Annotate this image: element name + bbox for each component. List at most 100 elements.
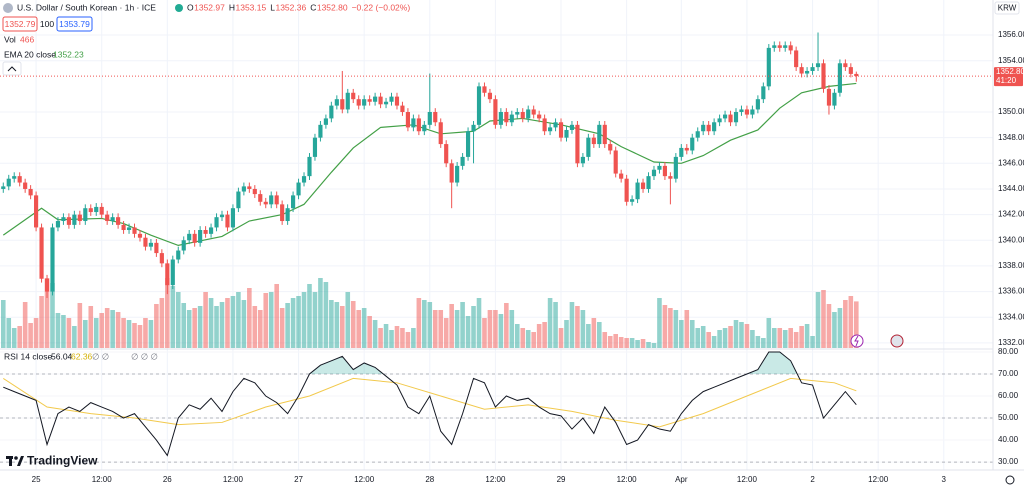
candle-body <box>225 214 230 228</box>
candle-body <box>329 105 334 119</box>
volume-bar <box>788 328 793 348</box>
y-tick-label: 1340.00 <box>998 235 1024 244</box>
volume-bar <box>383 324 389 348</box>
volume-bar <box>170 286 176 348</box>
candle-body <box>154 242 159 254</box>
candle-body <box>668 176 673 179</box>
x-tick-label: 12:00 <box>617 475 638 484</box>
volume-bar <box>575 306 580 348</box>
candle-body <box>159 253 164 264</box>
volume-bar <box>143 318 148 348</box>
volume-bar <box>0 300 6 348</box>
candle-body <box>564 129 569 138</box>
candle-body <box>706 124 711 132</box>
volume-bar <box>137 325 143 348</box>
events-icon-bolt[interactable] <box>854 335 859 347</box>
collapse-button[interactable] <box>2 61 22 76</box>
candle-body <box>17 176 22 183</box>
y-tick-label: 1354.00 <box>998 56 1024 65</box>
collapse-arrow[interactable] <box>7 66 17 72</box>
candle-body <box>662 165 667 177</box>
volume-bar <box>651 343 657 348</box>
candle-body <box>482 86 487 93</box>
volume-bar <box>340 306 345 348</box>
buy-button[interactable]: 1353.79 <box>56 16 93 32</box>
candle-body <box>236 191 241 209</box>
candle-body <box>684 147 689 151</box>
readout-key: C <box>310 2 316 12</box>
candle-body <box>460 156 465 166</box>
candle-body <box>799 67 804 74</box>
buy-box[interactable] <box>56 16 93 32</box>
volume-bar <box>252 306 258 348</box>
volume-bar <box>695 328 701 348</box>
volume-bar <box>274 284 279 348</box>
candle-body <box>258 194 263 202</box>
volume-bar <box>848 296 854 348</box>
volume-bar <box>826 304 832 348</box>
volume-bar <box>668 308 673 348</box>
candle-body <box>263 201 268 205</box>
volume-bar <box>88 306 94 348</box>
volume-bar <box>580 310 586 348</box>
volume-bar <box>416 298 422 348</box>
candle-body <box>640 182 646 189</box>
candle-body <box>515 112 520 115</box>
candle-body <box>416 118 421 132</box>
economic-events-icon[interactable] <box>890 334 904 348</box>
candle-body <box>608 144 613 151</box>
candle-body <box>165 263 170 286</box>
candle-body <box>597 124 602 145</box>
candle-body <box>389 96 394 102</box>
candle-body <box>143 237 148 247</box>
volume-bar <box>154 304 159 348</box>
candle-body <box>312 137 318 157</box>
sell-box[interactable] <box>2 16 38 32</box>
unit-box[interactable] <box>994 1 1020 15</box>
sell-price[interactable]: 1352.79 <box>5 19 36 29</box>
volume-bar <box>263 293 269 348</box>
candle-body <box>455 165 460 183</box>
sell-button[interactable]: 1352.79 <box>2 16 38 32</box>
volume-bar <box>739 322 744 348</box>
candle-body <box>247 186 252 189</box>
candle-body <box>832 92 837 106</box>
volume-bar <box>247 288 252 348</box>
volume-bar <box>6 318 12 348</box>
rsi-line <box>3 351 857 457</box>
candle-body <box>826 88 832 106</box>
volume-bar <box>61 315 66 348</box>
candle-body <box>214 217 219 228</box>
candle-body <box>531 109 536 115</box>
volume-bar <box>186 310 192 348</box>
logo-mark <box>14 456 18 460</box>
buy-price[interactable]: 1353.79 <box>59 19 90 29</box>
volume-bar <box>804 324 810 348</box>
rsi-ma-legend-value: 62.36 <box>71 351 93 361</box>
candle-body <box>323 118 328 125</box>
rsi-tick-label: 40.00 <box>998 435 1019 444</box>
candle-body <box>815 63 821 68</box>
settings-icon[interactable] <box>1005 475 1015 485</box>
volume-bar <box>586 324 591 348</box>
candle-body <box>646 176 651 189</box>
y-tick-label: 1338.00 <box>998 261 1024 270</box>
volume-bar <box>471 306 476 348</box>
volume-bar <box>389 330 394 348</box>
rsi-ma-line <box>3 377 857 428</box>
y-tick-label: 1334.00 <box>998 312 1024 321</box>
candle-body <box>433 112 438 123</box>
rsi-legend-value: 56.04 <box>51 351 73 361</box>
volume-bar <box>296 296 301 348</box>
volume-bar <box>378 328 383 348</box>
candle-body <box>12 176 17 179</box>
volume-bar <box>121 318 126 348</box>
collapse-box[interactable] <box>2 61 22 76</box>
volume-bar <box>312 292 318 348</box>
candle-body <box>810 67 815 71</box>
volume-bar <box>72 326 77 348</box>
price-axis-unit[interactable]: KRW <box>998 4 1017 13</box>
volume-bar <box>569 302 575 348</box>
volume-bar <box>279 308 285 348</box>
